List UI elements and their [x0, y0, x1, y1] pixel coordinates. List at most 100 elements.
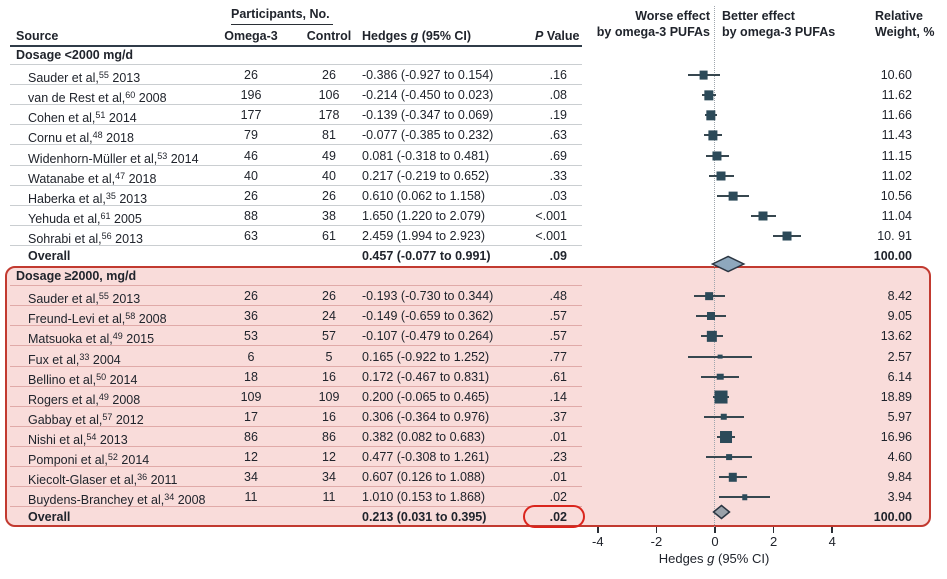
plot-cell [594, 125, 844, 145]
p-value-cell: .61 [549, 369, 567, 384]
row-separator [10, 84, 582, 86]
plot-cell [594, 447, 844, 467]
control-n-cell: 34 [322, 470, 336, 485]
plot-cell [594, 206, 844, 226]
plot-cell [594, 226, 844, 246]
control-n-cell: 106 [318, 88, 340, 103]
source-cell: Watanabe et al,47 2018 [28, 170, 157, 186]
omega3-n-cell: 11 [244, 490, 258, 505]
omega3-n-cell: 53 [244, 329, 258, 344]
p-value-cell: .23 [549, 450, 567, 464]
column-header-omega3: Omega-3 [224, 29, 278, 43]
omega3-n-cell: 34 [244, 470, 258, 485]
effect-square-marker [726, 454, 732, 460]
reference-superscript: 58 [125, 311, 136, 322]
hedges-ci-cell: -0.077 (-0.385 to 0.232) [362, 128, 494, 143]
plot-cell [594, 306, 844, 326]
reference-superscript: 54 [86, 431, 97, 442]
section-label-row: Dosage <2000 mg/d [0, 45, 947, 66]
plot-cell [594, 387, 844, 407]
reference-superscript: 49 [98, 391, 109, 402]
weight-cell: 2.57 [887, 349, 912, 364]
effect-square-marker [708, 130, 718, 141]
p-value-cell: .08 [549, 88, 567, 103]
p-value-cell: .57 [549, 329, 567, 344]
plot-cell [594, 85, 844, 105]
plot-cell [594, 246, 844, 273]
p-value-cell: .77 [549, 349, 567, 364]
hedges-ci-cell: 0.382 (0.082 to 0.683) [362, 429, 486, 444]
reference-superscript: 35 [105, 190, 116, 201]
effect-square-marker [720, 430, 733, 443]
row-separator [10, 466, 582, 468]
weight-cell: 6.14 [887, 369, 912, 384]
plot-cell [594, 186, 844, 206]
x-axis-tick-label: 2 [769, 534, 778, 549]
reference-superscript: 47 [115, 170, 126, 181]
weight-cell: 3.94 [887, 490, 912, 505]
overall-p-value-cell: .09 [549, 249, 567, 263]
row-separator [10, 305, 582, 307]
omega3-n-cell: 26 [244, 289, 258, 304]
effect-square-marker [720, 413, 728, 421]
hedges-ci-cell: -0.386 (-0.927 to 0.154) [362, 68, 494, 83]
x-axis-tick [714, 527, 716, 533]
plot-cell [594, 487, 844, 507]
plot-cell [594, 367, 844, 387]
study-row: Matsuoka et al,49 2015 53 57 -0.107 (-0.479… [0, 326, 947, 347]
column-header-hedges-g: Hedges g (95% CI) [362, 29, 472, 43]
overall-row: Overall 0.213 (0.031 to 0.395) .02 100.00 [0, 504, 947, 529]
weight-cell: 11.43 [881, 128, 912, 143]
study-row: Freund-Levi et al,58 2008 36 24 -0.149 (-0.… [0, 306, 947, 327]
source-cell: Sohrabi et al,56 2013 [28, 230, 143, 246]
study-row: Bellino et al,50 2014 18 16 0.172 (-0.467 t… [0, 367, 947, 387]
reference-superscript: 34 [164, 492, 175, 503]
row-separator [10, 425, 582, 427]
p-value-cell: .57 [549, 309, 567, 324]
section-label: Dosage <2000 mg/d [16, 48, 134, 62]
plot-cell [594, 504, 844, 527]
p-value-highlight-circle [523, 505, 585, 529]
source-cell: Yehuda et al,61 2005 [28, 210, 142, 226]
effect-square-marker [706, 331, 718, 342]
effect-square-marker [706, 312, 715, 321]
control-n-cell: 12 [322, 450, 336, 464]
p-value-cell: .48 [549, 289, 567, 304]
source-cell: Freund-Levi et al,58 2008 [28, 311, 167, 327]
omega3-n-cell: 86 [244, 429, 258, 444]
control-n-cell: 26 [322, 68, 336, 83]
source-cell: van de Rest et al,60 2008 [28, 90, 167, 106]
x-axis-tick-label: -4 [592, 534, 604, 549]
x-axis-tick-label: -2 [650, 534, 663, 549]
control-n-cell: 86 [322, 429, 336, 444]
overall-hedges-ci-cell: 0.213 (0.031 to 0.395) [362, 510, 487, 525]
omega3-n-cell: 6 [247, 349, 255, 364]
source-cell: Cohen et al,51 2014 [28, 110, 137, 126]
study-row: Sauder et al,55 2013 26 26 -0.193 (-0.730 t… [0, 286, 947, 307]
hedges-ci-cell: 0.172 (-0.467 to 0.831) [362, 369, 490, 384]
hedges-ci-cell: 2.459 (1.994 to 2.923) [362, 228, 486, 243]
study-row: Yehuda et al,61 2005 88 38 1.650 (1.220 to … [0, 206, 947, 226]
section-label-row: Dosage ≥2000, mg/d [0, 266, 947, 287]
control-n-cell: 16 [322, 369, 336, 384]
weight-cell: 5.97 [887, 409, 912, 424]
effect-square-marker [782, 231, 792, 241]
reference-superscript: 33 [79, 351, 90, 362]
study-row: Gabbay et al,57 2012 17 16 0.306 (-0.364 to… [0, 407, 947, 427]
reference-superscript: 60 [125, 90, 136, 101]
row-separator [10, 184, 582, 186]
hedges-ci-cell: -0.107 (-0.479 to 0.264) [362, 329, 494, 344]
study-row: Widenhorn-Müller et al,53 2014 46 49 0.081 … [0, 146, 947, 166]
effect-square-marker [706, 110, 716, 121]
participants-underline [231, 24, 333, 25]
weight-cell: 10. 91 [877, 228, 912, 243]
p-value-cell: .16 [549, 68, 567, 83]
hedges-ci-cell: 0.200 (-0.065 to 0.465) [362, 389, 490, 404]
weight-cell: 10.56 [880, 188, 912, 203]
zero-effect-line [714, 6, 715, 527]
row-separator [10, 486, 582, 488]
x-axis-tick-label: 4 [828, 534, 836, 549]
effect-square-marker [705, 292, 714, 301]
overall-p-value-cell: .02 [549, 510, 567, 525]
